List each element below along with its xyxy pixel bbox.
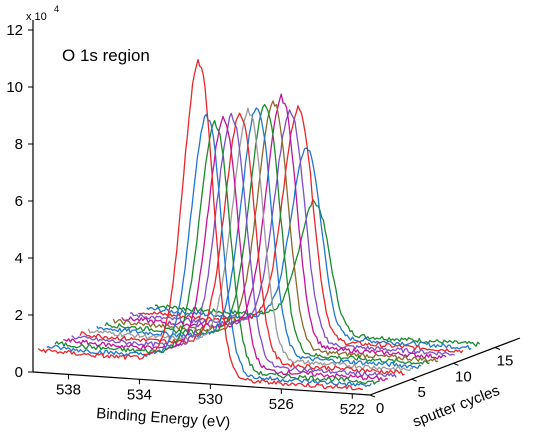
- series-line: [37, 58, 364, 391]
- y-tick-label: 4: [15, 250, 23, 267]
- y-tick-label: 2: [15, 307, 23, 324]
- chart-annotation: O 1s region: [62, 46, 150, 65]
- x-tick-label: 538: [56, 381, 81, 398]
- series-line: [112, 100, 439, 363]
- series-line: [79, 112, 405, 376]
- z-tick-label: 10: [455, 368, 472, 385]
- y-multiplier-exponent: 4: [54, 4, 59, 14]
- y-tick-label: 8: [15, 136, 23, 153]
- x-tick-label: 530: [198, 391, 223, 408]
- z-tick-mark: [369, 394, 376, 398]
- series-line: [54, 119, 380, 385]
- z-tick-label: 15: [497, 353, 514, 370]
- y-tick-label: 0: [15, 364, 23, 381]
- series-line: [104, 103, 430, 365]
- x-tick-label: 534: [127, 386, 152, 403]
- x-axis-ticks: 538 534 530 526 522: [56, 374, 365, 418]
- series-line: [71, 112, 397, 378]
- x-tick-label: 526: [269, 396, 294, 413]
- series-line: [46, 113, 372, 387]
- x-tick-label: 522: [340, 401, 365, 418]
- z-tick-label: 0: [376, 400, 384, 417]
- series-line: [121, 93, 447, 360]
- series-line: [63, 115, 389, 382]
- z-axis-ticks: 0 5 10 15: [369, 347, 514, 417]
- x-axis-line: [32, 371, 371, 396]
- z-tick-mark: [411, 378, 417, 382]
- y-tick-label: 10: [6, 79, 23, 96]
- z-tick-mark: [453, 362, 459, 366]
- series-line: [154, 198, 481, 347]
- y-tick-label: 12: [6, 22, 23, 39]
- z-tick-mark: [494, 347, 501, 350]
- y-tick-label: 6: [15, 193, 23, 210]
- series-line: [96, 107, 422, 369]
- y-axis-ticks: 0 2 4 6 8 10 12: [6, 22, 33, 381]
- x-axis-title: Binding Energy (eV): [96, 405, 231, 431]
- z-tick-label: 5: [417, 384, 425, 401]
- y-multiplier-label: x 10: [26, 11, 47, 23]
- series-line: [87, 107, 414, 372]
- series-layer: [37, 58, 481, 391]
